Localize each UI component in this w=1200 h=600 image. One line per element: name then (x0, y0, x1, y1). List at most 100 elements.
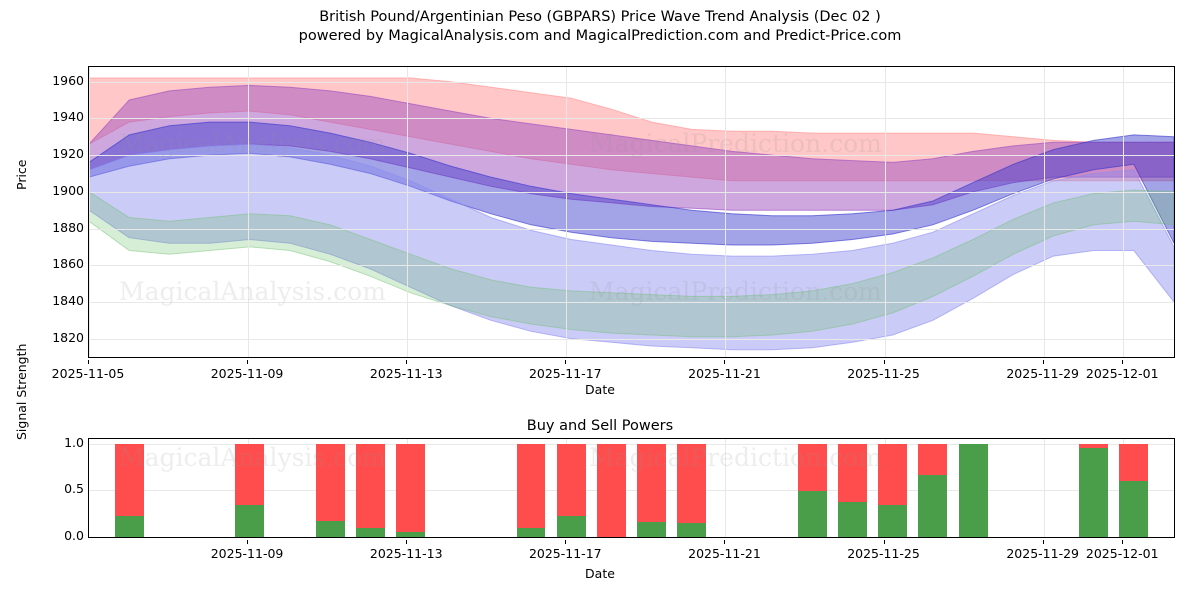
gridline (566, 67, 568, 357)
x-tick-label: 2025-11-13 (369, 546, 443, 561)
sub-chart-title: Buy and Sell Powers (526, 418, 674, 434)
buy-power-bar (516, 527, 546, 537)
gridline (89, 443, 1174, 445)
purple-mid-band (89, 84, 1174, 211)
y-tick-label: 1940 (52, 109, 84, 125)
sell-power-bar (1079, 443, 1109, 449)
sell-power-bar (235, 443, 265, 506)
tick-mark (1122, 360, 1124, 364)
tick-mark (724, 540, 726, 544)
table-row (396, 443, 425, 537)
gridline (89, 155, 1174, 157)
gridline (89, 118, 1174, 120)
sell-power-bar (596, 443, 626, 537)
page-title: British Pound/Argentinian Peso (GBPARS) … (319, 9, 881, 25)
table-row (556, 443, 586, 537)
x-tick-label: 2025-11-17 (528, 546, 602, 561)
tick-mark (1042, 540, 1044, 544)
sell-power-bar (355, 443, 385, 528)
x-tick-label: 2025-11-09 (210, 546, 284, 561)
x-tick-label: 2025-11-25 (847, 546, 920, 561)
buy-power-bar (1119, 481, 1149, 537)
table-row (235, 443, 265, 537)
y-tick-label: 1860 (52, 256, 84, 272)
buy-power-bar (315, 521, 345, 537)
gridline (725, 67, 727, 357)
table-row (637, 443, 667, 537)
sell-power-bar (918, 443, 948, 476)
table-row (355, 443, 385, 537)
table-row (516, 443, 546, 537)
table-row (878, 443, 908, 537)
table-row (114, 443, 144, 537)
sell-power-bar (677, 443, 707, 524)
y-tick-label: 1820 (52, 329, 84, 345)
buy-power-bar (918, 475, 948, 537)
gridline (89, 67, 90, 357)
sell-power-bar (556, 443, 586, 517)
gridline (89, 228, 1174, 230)
x-tick-label: 2025-11-09 (210, 366, 284, 381)
gridline (89, 338, 1174, 340)
buy-power-bar (878, 505, 908, 537)
tick-mark (565, 540, 567, 544)
sub-x-ticks: 2025-11-09 2025-11-13 2025-11-17 2025-11-21… (88, 540, 1175, 562)
sell-power-bar (396, 443, 425, 533)
sub-x-axis-label: Date (585, 566, 615, 581)
tick-mark (1042, 360, 1044, 364)
table-row (677, 443, 707, 537)
gridline (407, 67, 409, 357)
gridline (248, 67, 250, 357)
buy-power-bar (355, 527, 385, 537)
y-tick-label: 0.0 (64, 528, 84, 543)
table-row (315, 443, 345, 537)
sell-power-bar (637, 443, 667, 523)
gridline (89, 301, 1174, 303)
gridline (725, 439, 727, 537)
x-tick-label: 2025-11-29 (1006, 546, 1080, 561)
sell-power-bar (114, 443, 144, 517)
light-blue-lower-band (89, 143, 1174, 351)
gridline (89, 191, 1174, 193)
x-tick-label: 2025-12-01 (1085, 546, 1159, 561)
tick-mark (1122, 540, 1124, 544)
buy-power-bar (677, 523, 707, 537)
tick-mark (247, 540, 249, 544)
x-tick-label: 2025-11-29 (1006, 366, 1080, 381)
buy-power-bar (114, 516, 144, 537)
gridline (1043, 67, 1045, 357)
buy-power-bar (838, 501, 867, 537)
tick-mark (565, 360, 567, 364)
gridline (89, 81, 1174, 83)
buy-sell-powers-chart: MagicalAnalysis.com MagicalPrediction.co… (88, 438, 1175, 538)
main-y-ticks: 1820 1840 1860 1880 1900 1920 1940 1960 (18, 66, 84, 358)
buy-power-bar (637, 522, 667, 537)
table-row (918, 443, 948, 537)
buy-power-bar (235, 505, 265, 537)
gridline (89, 537, 1174, 538)
x-tick-label: 2025-11-21 (688, 366, 761, 381)
table-row (958, 443, 988, 537)
main-x-axis-label: Date (585, 382, 615, 397)
buy-power-bar (1079, 448, 1109, 537)
blue-wave-band (89, 121, 1174, 246)
y-tick-label: 1840 (52, 292, 84, 308)
sell-power-bar (1119, 443, 1149, 482)
buy-power-bar (556, 516, 586, 537)
tick-mark (883, 540, 885, 544)
sub-y-ticks: 0.0 0.5 1.0 (18, 434, 84, 543)
table-row (838, 443, 867, 537)
main-x-ticks: 2025-11-05 2025-11-09 2025-11-13 2025-11-17… (52, 360, 1175, 382)
green-band (89, 189, 1174, 338)
tick-mark (724, 360, 726, 364)
y-tick-label: 1920 (52, 146, 84, 162)
tick-mark (406, 360, 408, 364)
x-tick-label: 2025-11-25 (847, 366, 920, 381)
y-tick-label: 1900 (52, 182, 84, 198)
x-tick-label: 2025-11-17 (528, 366, 602, 381)
y-tick-label: 1960 (52, 72, 84, 88)
sell-power-bar (797, 443, 827, 492)
y-tick-label: 1.0 (64, 434, 84, 450)
tick-mark (406, 540, 408, 544)
